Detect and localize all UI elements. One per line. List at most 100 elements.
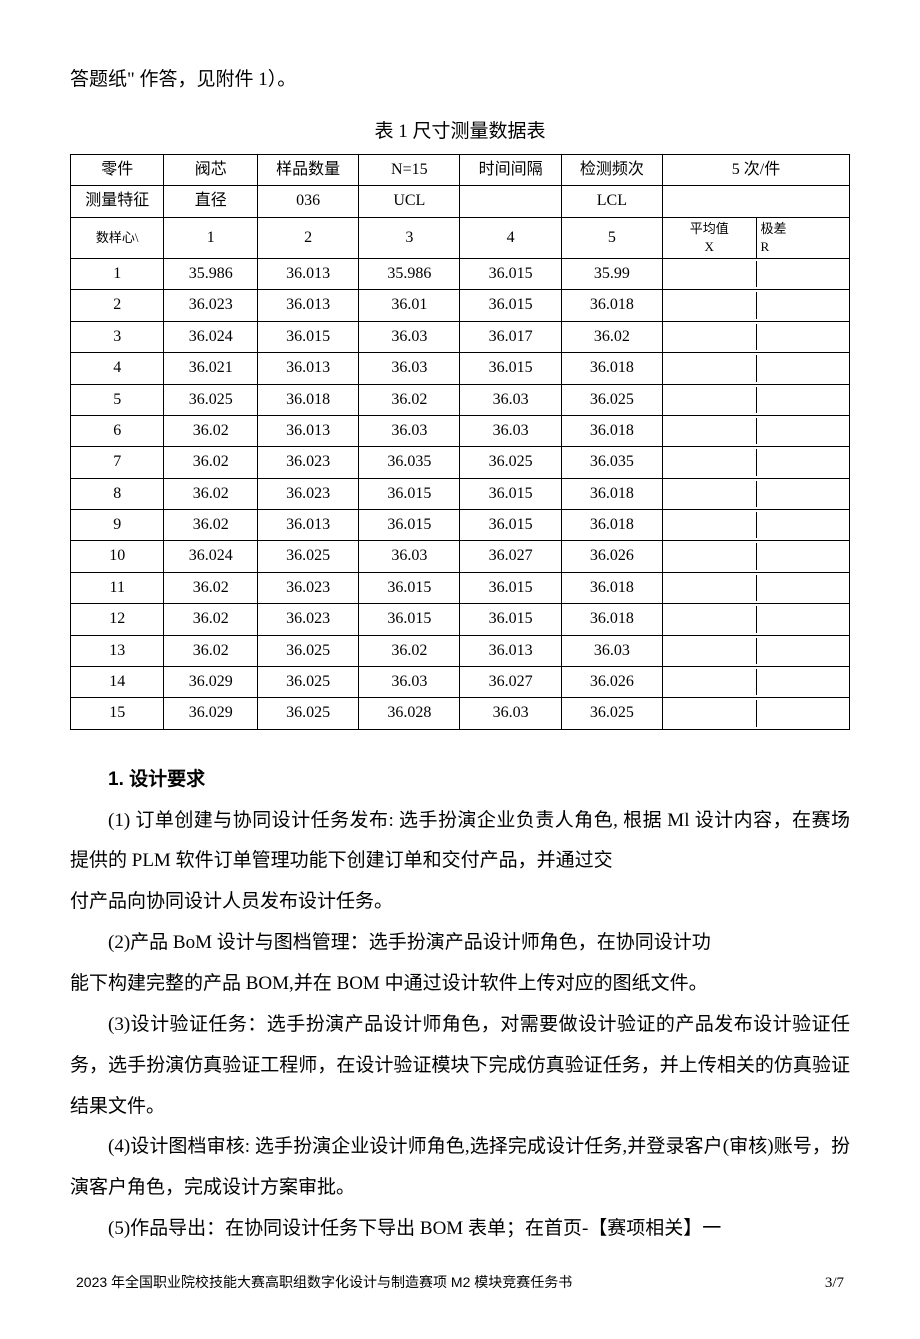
table-row: 1236.0236.02336.01536.01536.018 — [71, 604, 850, 635]
table-row: 636.0236.01336.0336.0336.018 — [71, 415, 850, 446]
table-cell: 36.035 — [359, 447, 460, 478]
table-cell: 11 — [71, 572, 164, 603]
range-cell — [757, 418, 850, 444]
table-cell: 5 — [561, 217, 662, 258]
table-cell: 36.015 — [257, 321, 358, 352]
table-cell: 36.02 — [164, 415, 257, 446]
table-cell: 36.03 — [460, 698, 561, 729]
table-cell: 测量特征 — [71, 186, 164, 217]
table-cell — [663, 290, 850, 321]
table-cell: 36.013 — [460, 635, 561, 666]
table-cell: 36.02 — [359, 384, 460, 415]
table-cell: 36.015 — [460, 353, 561, 384]
table-cell: 36.013 — [257, 290, 358, 321]
table-row: 436.02136.01336.0336.01536.018 — [71, 353, 850, 384]
table-cell: 36.015 — [359, 510, 460, 541]
table-cell: 36.02 — [164, 572, 257, 603]
body-paragraph: (2)产品 BoM 设计与图档管理：选手扮演产品设计师角色，在协同设计功 — [70, 923, 850, 964]
table-cell: 样品数量 — [257, 154, 358, 185]
table-cell — [663, 604, 850, 635]
table-header-row: 测量特征直径036UCLLCL — [71, 186, 850, 217]
table-cell: 4 — [71, 353, 164, 384]
body-text: 1. 设计要求 (1) 订单创建与协同设计任务发布: 选手扮演企业负责人角色, … — [70, 760, 850, 1250]
table-cell: 数样心\ — [71, 217, 164, 258]
table-cell: 36.025 — [164, 384, 257, 415]
table-cell: 36.02 — [561, 321, 662, 352]
body-paragraph: (3)设计验证任务：选手扮演产品设计师角色，对需要做设计验证的产品发布设计验证任… — [70, 1005, 850, 1128]
avg-cell — [663, 418, 757, 444]
avg-cell — [663, 700, 757, 726]
table-cell: 36.03 — [359, 321, 460, 352]
range-cell — [757, 481, 850, 507]
table-cell: 12 — [71, 604, 164, 635]
table-row: 236.02336.01336.0136.01536.018 — [71, 290, 850, 321]
page-footer: 2023 年全国职业院校技能大赛高职组数字化设计与制造赛项 M2 模块竞赛任务书… — [70, 1268, 850, 1300]
lead-line: 答题纸" 作答，见附件 1）。 — [70, 60, 850, 100]
range-cell — [757, 449, 850, 475]
table-cell: 36.015 — [460, 290, 561, 321]
avg-cell — [663, 669, 757, 695]
table-cell: 36.015 — [359, 478, 460, 509]
table-cell: 35.986 — [164, 258, 257, 289]
avg-header: 平均值X — [663, 218, 757, 258]
table-cell: 10 — [71, 541, 164, 572]
table-cell — [663, 667, 850, 698]
table-cell: 36.018 — [561, 415, 662, 446]
table-cell: UCL — [359, 186, 460, 217]
table-cell: 36.017 — [460, 321, 561, 352]
table-row: 536.02536.01836.0236.0336.025 — [71, 384, 850, 415]
range-cell — [757, 606, 850, 632]
table-cell: 2 — [71, 290, 164, 321]
table-cell: 36.013 — [257, 353, 358, 384]
table-cell: 3 — [359, 217, 460, 258]
footer-left: 2023 年全国职业院校技能大赛高职组数字化设计与制造赛项 M2 模块竞赛任务书 — [76, 1268, 572, 1297]
footer-page-number: 3/7 — [825, 1268, 844, 1300]
range-cell — [757, 669, 850, 695]
table-cell: 36.02 — [164, 478, 257, 509]
table-row: 1036.02436.02536.0336.02736.026 — [71, 541, 850, 572]
table-cell — [663, 186, 850, 217]
table-cell — [663, 415, 850, 446]
table-cell: 36.026 — [561, 541, 662, 572]
table-cell: 36.018 — [561, 604, 662, 635]
range-cell — [757, 387, 850, 413]
table-cell: N=15 — [359, 154, 460, 185]
table-cell: 35.986 — [359, 258, 460, 289]
body-paragraph: (5)作品导出：在协同设计任务下导出 BOM 表单；在首页-【赛项相关】一 — [70, 1209, 850, 1250]
avg-cell — [663, 355, 757, 381]
table-cell — [663, 698, 850, 729]
table-cell: 36.02 — [164, 510, 257, 541]
avg-cell — [663, 481, 757, 507]
table-cell: 36.018 — [257, 384, 358, 415]
table-cell: 13 — [71, 635, 164, 666]
table-row: 1436.02936.02536.0336.02736.026 — [71, 667, 850, 698]
body-paragraph: 付产品向协同设计人员发布设计任务。 — [70, 882, 850, 923]
table-cell: 36.035 — [561, 447, 662, 478]
measurement-table: 零件阀芯样品数量N=15时间间隔检测频次5 次/件测量特征直径036UCLLCL… — [70, 154, 850, 730]
table-cell: 1 — [71, 258, 164, 289]
table-cell: 36.015 — [460, 572, 561, 603]
table-cell: 36.013 — [257, 415, 358, 446]
range-header: 极差R — [757, 218, 850, 258]
table-cell: 36.028 — [359, 698, 460, 729]
table-cell: 36.025 — [460, 447, 561, 478]
table-cell: 36.029 — [164, 698, 257, 729]
table-cell: 35.99 — [561, 258, 662, 289]
table-cell: 36.024 — [164, 321, 257, 352]
table-cell: 36.025 — [561, 698, 662, 729]
body-paragraph: 能下构建完整的产品 BOM,并在 BOM 中通过设计软件上传对应的图纸文件。 — [70, 964, 850, 1005]
table-cell: 36.026 — [561, 667, 662, 698]
table-cell: 36.025 — [257, 541, 358, 572]
page-container: 答题纸" 作答，见附件 1）。 表 1 尺寸测量数据表 零件阀芯样品数量N=15… — [0, 0, 920, 1339]
table-cell: 036 — [257, 186, 358, 217]
avg-cell — [663, 606, 757, 632]
table-cell: 36.015 — [460, 258, 561, 289]
table-cell: 36.023 — [257, 447, 358, 478]
table-cell — [663, 572, 850, 603]
table-cell: 36.03 — [359, 667, 460, 698]
table-cell — [663, 258, 850, 289]
table-cell: 2 — [257, 217, 358, 258]
table-cell: 36.015 — [460, 478, 561, 509]
table-cell — [663, 384, 850, 415]
table-cell: 36.025 — [257, 635, 358, 666]
